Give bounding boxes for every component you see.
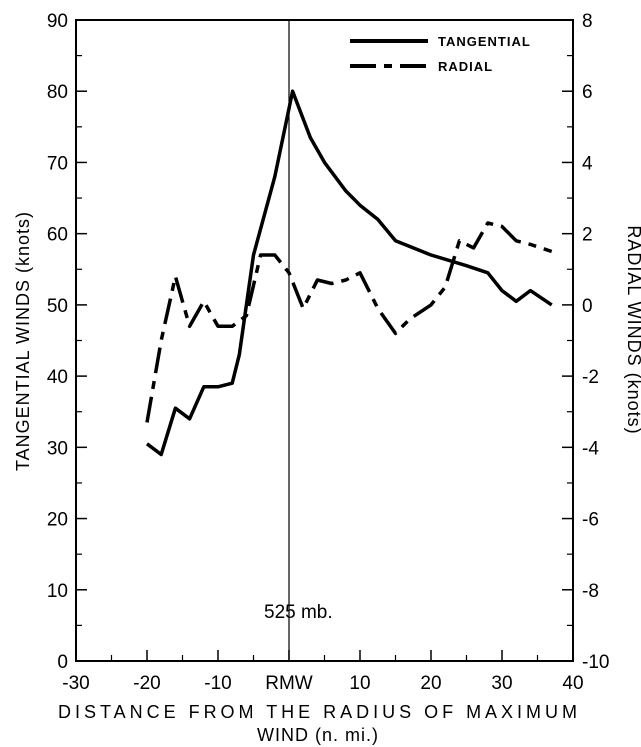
left-axis-tick-label: 60	[47, 225, 68, 246]
left-axis-tick-label: 10	[47, 581, 68, 602]
left-axis-tick-label: 30	[47, 438, 68, 459]
right-axis-tick-label: 2	[582, 225, 593, 246]
x-axis-tick-label: -30	[62, 673, 89, 694]
x-axis-tick-label: 10	[349, 673, 370, 694]
series-line-radial	[145, 221, 553, 423]
x-axis-tick-label: -10	[204, 673, 231, 694]
left-axis-tick-label: 50	[47, 296, 68, 317]
x-axis-tick-label: -20	[133, 673, 160, 694]
left-axis-ticks: 0 10 20 30 40 50 60 70 80 90	[47, 11, 87, 673]
x-axis-title-line2: WIND (n. mi.)	[257, 725, 379, 745]
right-axis-tick-label: -8	[582, 581, 599, 602]
series-layer	[145, 89, 553, 457]
legend-radial-label: RADIAL	[438, 59, 493, 74]
x-axis-ticks: -30 -20 -10 RMW 10 20 30 40	[62, 650, 584, 694]
right-axis-tick-label: -4	[582, 438, 599, 459]
right-axis-tick-label: 8	[582, 11, 593, 32]
legend: TANGENTIAL RADIAL	[350, 34, 531, 74]
x-axis-tick-label: RMW	[265, 673, 313, 694]
right-axis-tick-label: -10	[582, 652, 609, 673]
right-axis-title: RADIAL WINDS (knots)	[624, 225, 641, 434]
series-line-tangential	[145, 89, 553, 457]
left-axis-tick-label: 0	[57, 652, 68, 673]
plot-frame	[75, 19, 574, 662]
right-axis-tick-label: 4	[582, 153, 593, 174]
x-axis-title-line1: DISTANCE FROM THE RADIUS OF MAXIMUM	[58, 702, 578, 722]
right-axis-ticks: -10 -8 -6 -4 -2 0 2 4 6 8	[562, 11, 609, 673]
right-axis-tick-label: -6	[582, 510, 599, 531]
left-axis-tick-label: 80	[47, 82, 68, 103]
legend-tangential-label: TANGENTIAL	[438, 34, 531, 49]
left-axis-title: TANGENTIAL WINDS (knots)	[13, 211, 33, 471]
right-axis-tick-label: 6	[582, 82, 593, 103]
right-axis-tick-label: -2	[582, 367, 599, 388]
x-axis-tick-label: 20	[420, 673, 441, 694]
x-axis-tick-label: 30	[491, 673, 512, 694]
right-axis-tick-label: 0	[582, 296, 593, 317]
left-axis-tick-label: 70	[47, 153, 68, 174]
left-axis-tick-label: 40	[47, 367, 68, 388]
annotation-pressure-level: 525 mb.	[264, 602, 333, 623]
left-axis-tick-label: 90	[47, 11, 68, 32]
left-axis-tick-label: 20	[47, 510, 68, 531]
x-axis-tick-label: 40	[562, 673, 583, 694]
